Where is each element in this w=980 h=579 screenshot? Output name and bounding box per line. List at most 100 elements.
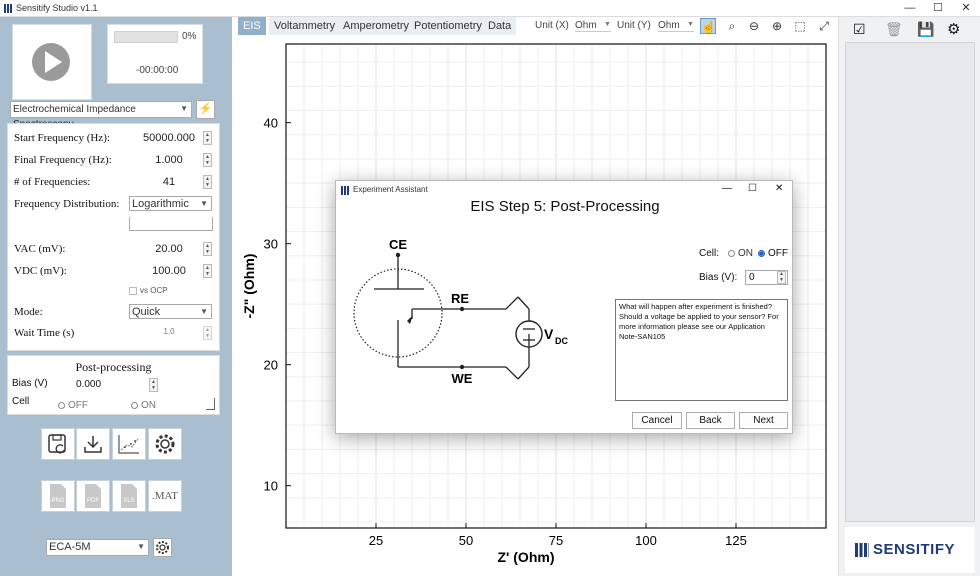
dialog-maximize-button[interactable]: ☐ <box>748 183 757 194</box>
close-button[interactable]: ✕ <box>961 2 971 14</box>
dialog-minimize-button[interactable]: — <box>722 183 732 194</box>
mode-select[interactable]: Quick ▼ <box>129 304 212 319</box>
x-tick-label-2: 75 <box>549 533 563 548</box>
postproc-bias-spinner[interactable]: ▲ ▼ <box>149 378 158 392</box>
zoom-in-button[interactable]: ⊕ <box>769 18 785 34</box>
num-frequencies-input[interactable]: 41 <box>162 176 176 188</box>
re-label: RE <box>451 291 469 306</box>
checklist-icon[interactable]: ☑ <box>853 21 866 37</box>
start-frequency-spinner[interactable]: ▲ ▼ <box>203 131 212 145</box>
fit-view-button[interactable]: ⤢ <box>816 18 832 34</box>
vdc-spinner[interactable]: ▲ ▼ <box>203 264 212 278</box>
device-select[interactable]: ECA-5M ▼ <box>46 539 149 556</box>
mode-label: Mode: <box>14 306 43 318</box>
postproc-bias-label: Bias (V) <box>12 378 48 389</box>
vac-input[interactable]: 20.00 <box>155 243 183 255</box>
tab-amperometry[interactable]: Amperometry <box>338 17 415 35</box>
technique-select[interactable]: Electrochemical Impedance Spectroscopy▼ <box>10 101 192 130</box>
back-button[interactable]: Back <box>686 412 735 429</box>
zoom-tool-button[interactable]: ⌕ <box>724 18 740 34</box>
progress-percent: 0% <box>182 31 197 42</box>
dialog-cell-off[interactable]: OFF <box>758 248 788 259</box>
download-button[interactable] <box>76 428 110 460</box>
brand-logo: SENSITIFY <box>845 527 975 573</box>
minimize-button[interactable]: — <box>904 2 916 14</box>
next-button[interactable]: Next <box>739 412 788 429</box>
floppy-icon <box>48 434 66 454</box>
svg-text:XLS: XLS <box>123 498 134 504</box>
final-frequency-label: Final Frequency (Hz): <box>14 154 112 166</box>
postproc-off-radio[interactable] <box>58 401 65 409</box>
trash-icon[interactable]: 🗑 <box>885 21 903 37</box>
zoom-in-icon: ⊕ <box>771 19 783 33</box>
tab-potentiometry[interactable]: Potentiometry <box>409 17 487 35</box>
chevron-down-icon: ▼ <box>180 104 188 113</box>
save-data-button[interactable] <box>41 428 75 460</box>
postproc-cell-off[interactable]: OFF <box>58 400 88 411</box>
circuit-diagram: CE RE WE V DC <box>353 237 568 386</box>
chevron-down-icon: ▼ <box>137 542 145 551</box>
dialog-cell-on[interactable]: ON <box>728 248 753 259</box>
final-frequency-input[interactable]: 1.000 <box>155 154 183 166</box>
postproc-bias-input[interactable]: 0.000 <box>76 379 102 390</box>
y-axis-label: -Z" (Ohm) <box>241 254 257 319</box>
x-tick-label-4: 125 <box>725 533 747 548</box>
vdc-input[interactable]: 100.00 <box>152 265 186 277</box>
final-frequency-spinner[interactable]: ▲ ▼ <box>203 153 212 167</box>
device-settings-button[interactable] <box>153 538 172 557</box>
start-frequency-input[interactable]: 50000.000 <box>143 132 195 144</box>
postproc-on-radio[interactable] <box>131 401 138 409</box>
y-tick-label-2: 30 <box>264 237 278 252</box>
export-png-button[interactable]: PNG <box>41 480 75 512</box>
unit-y-select[interactable]: Ohm <box>658 20 694 32</box>
frequency-distribution-value: Logarithmic <box>132 198 189 210</box>
svg-text:PNG: PNG <box>51 498 64 504</box>
cell-on-radio[interactable] <box>728 249 735 257</box>
dialog-cell-label: Cell: <box>699 248 720 259</box>
postproc-cell-on[interactable]: ON <box>131 400 156 411</box>
x-tick-label-1: 50 <box>459 533 473 548</box>
y-tick-label-1: 20 <box>264 358 278 373</box>
dialog-close-button[interactable]: ✕ <box>775 183 784 194</box>
zoom-box-icon: ⬚ <box>794 19 806 33</box>
export-xls-button[interactable]: XLS <box>112 480 146 512</box>
postprocessing-title: Post-processing <box>75 360 152 374</box>
dialog-bias-input[interactable]: 0 ▲ ▼ <box>745 270 788 285</box>
unit-x-label: Unit (X) <box>535 20 569 31</box>
cell-off-radio[interactable] <box>758 249 765 257</box>
tab-eis[interactable]: EIS <box>238 17 266 35</box>
resize-grip-icon[interactable] <box>206 398 215 410</box>
dialog-bias-spinner[interactable]: ▲ ▼ <box>777 271 786 284</box>
settings-button[interactable] <box>148 428 182 460</box>
brand-mark-icon <box>855 543 869 557</box>
wait-time-input[interactable]: 1.0 <box>163 327 175 336</box>
wizard-button[interactable]: ⚡ <box>196 100 215 119</box>
zoom-icon: ⌕ <box>728 19 736 33</box>
app-logo-icon <box>4 4 13 13</box>
wait-time-spinner[interactable]: ▲ ▼ <box>203 326 212 340</box>
svg-text:PDF: PDF <box>87 498 99 504</box>
settings-icon[interactable]: ⚙ <box>947 21 961 38</box>
experiment-list[interactable] <box>845 42 975 522</box>
export-pdf-button[interactable]: PDF <box>76 480 110 512</box>
export-mat-button[interactable]: .MAT <box>148 480 182 512</box>
tab-voltammetry[interactable]: Voltammetry <box>269 17 341 35</box>
pan-tool-button[interactable]: ☝ <box>700 18 716 34</box>
cancel-button[interactable]: Cancel <box>632 412 682 429</box>
zoom-box-button[interactable]: ⬚ <box>792 18 808 34</box>
tab-data[interactable]: Data <box>483 17 517 35</box>
vdc-label: V <box>544 326 554 342</box>
gear-icon <box>156 541 169 554</box>
frequency-distribution-select[interactable]: Logarithmic ▼ <box>129 196 212 211</box>
pdf-file-icon: PDF <box>85 484 101 508</box>
vac-spinner[interactable]: ▲ ▼ <box>203 242 212 256</box>
plot-fit-button[interactable] <box>112 428 146 460</box>
zoom-out-button[interactable]: ⊖ <box>746 18 762 34</box>
play-button[interactable] <box>31 42 71 82</box>
num-frequencies-spinner[interactable]: ▲ ▼ <box>203 175 212 189</box>
unit-x-select[interactable]: Ohm <box>575 20 611 32</box>
save-icon[interactable]: 💾 <box>917 21 935 37</box>
maximize-button[interactable]: ☐ <box>933 2 943 14</box>
vac-label: VAC (mV): <box>14 243 66 255</box>
vs-ocp-checkbox[interactable] <box>129 287 137 295</box>
